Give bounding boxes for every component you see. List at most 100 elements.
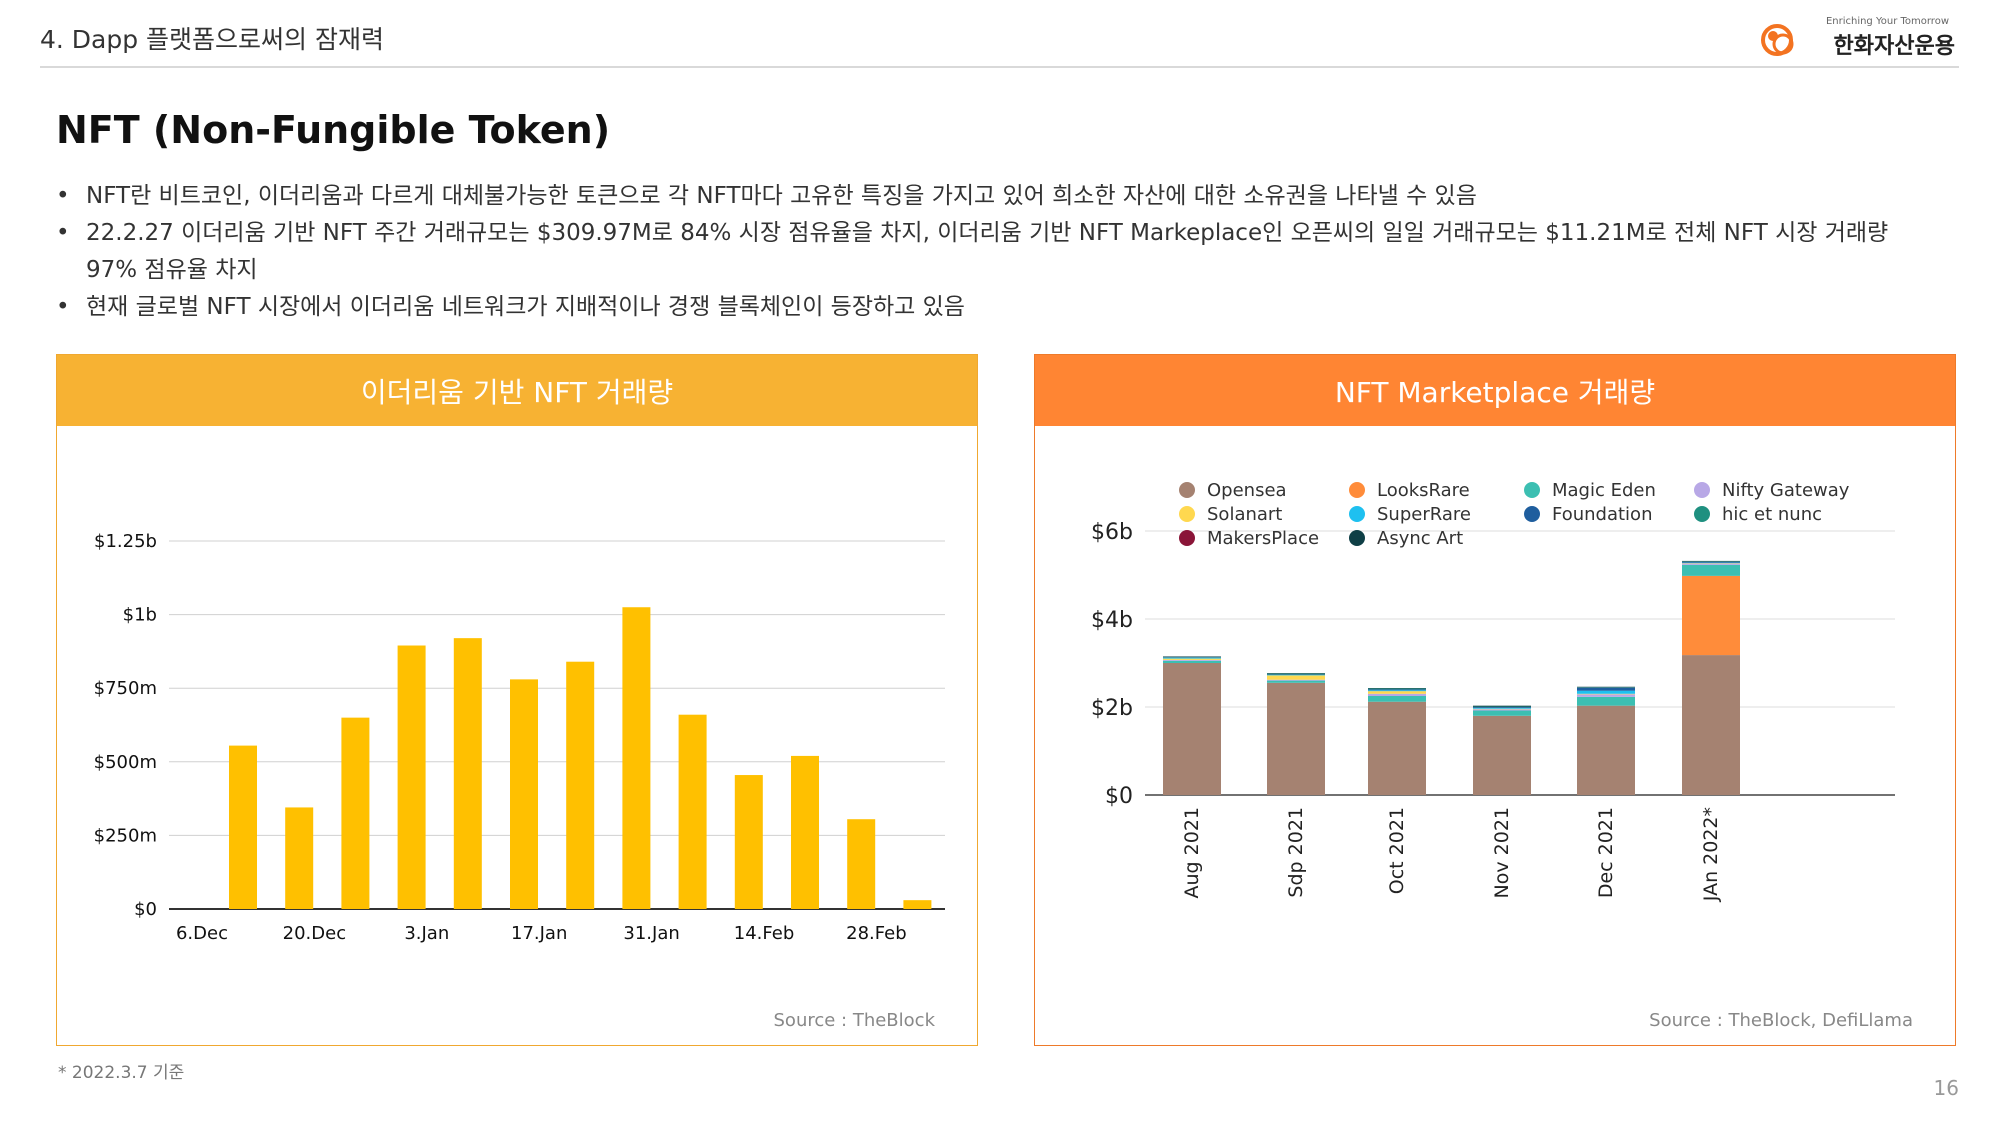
legend-item: Foundation: [1524, 503, 1694, 525]
bar-segment: [1682, 575, 1740, 656]
legend-label: Magic Eden: [1552, 479, 1656, 501]
y-tick-label: $4b: [1091, 608, 1133, 633]
bar-segment: [1577, 687, 1635, 688]
legend-label: Nifty Gateway: [1722, 479, 1850, 501]
legend-label: Foundation: [1552, 503, 1653, 525]
bar-segment: [1473, 707, 1531, 708]
chart-source: Source : TheBlock, DefiLlama: [1649, 1010, 1913, 1031]
legend-label: LooksRare: [1377, 479, 1470, 501]
panel-title: 이더리움 기반 NFT 거래량: [57, 355, 977, 426]
x-tick-label: 20.Dec: [283, 923, 346, 944]
legend-swatch: [1694, 506, 1710, 522]
nft-marketplace-volume-chart: $0 $2b $4b $6b Aug 2021 Sdp 2021 Oct 2021 Nov 2…: [1091, 520, 1895, 902]
bar-segment: [1473, 706, 1531, 708]
bar-segment: [1368, 701, 1426, 795]
legend-item: MakersPlace: [1179, 527, 1349, 549]
legend-item: Solanart: [1179, 503, 1349, 525]
legend-label: SuperRare: [1377, 503, 1471, 525]
legend-label: MakersPlace: [1207, 527, 1320, 549]
y-tick-label: $6b: [1091, 520, 1133, 545]
x-tick-label: Nov 2021: [1491, 807, 1513, 898]
bar-segment: [1163, 657, 1221, 659]
hanwha-logo-icon: [1761, 24, 1794, 56]
bar: [341, 717, 370, 909]
bar-segment: [1473, 707, 1531, 709]
bar: [285, 807, 314, 909]
footnote: * 2022.3.7 기준: [58, 1063, 185, 1083]
bar-segment: [1682, 561, 1740, 562]
bar: [453, 638, 482, 909]
panel-title: NFT Marketplace 거래량: [1035, 355, 1955, 426]
header-divider: [40, 66, 1959, 68]
bar-segment: [1368, 691, 1426, 694]
logo-name: 한화자산운용: [1833, 34, 1955, 59]
legend-item: Opensea: [1179, 479, 1349, 501]
bar-segment: [1577, 690, 1635, 694]
legend-label: hic et nunc: [1722, 503, 1823, 525]
legend-swatch: [1179, 506, 1195, 522]
eth-nft-volume-chart: $0 $250m $500m $750m $1b $1.25b 6.Dec 20.Dec 3.J…: [94, 531, 945, 944]
page-number: 16: [1933, 1076, 1959, 1100]
bar-segment: [1577, 694, 1635, 697]
nft-marketplace-volume-panel: NFT Marketplace 거래량 $0 $2b $4b $6b Aug 2021 S…: [1034, 354, 1956, 1046]
page-title: NFT (Non-Fungible Token): [56, 108, 611, 152]
y-tick-label: $0: [1105, 784, 1133, 809]
bar-segment: [1163, 659, 1221, 661]
bar-segment: [1577, 693, 1635, 695]
x-tick-label: 17.Jan: [511, 923, 567, 944]
eth-nft-volume-panel: 이더리움 기반 NFT 거래량 $0 $250m $500m $750m $1b $1.2…: [56, 354, 978, 1046]
bullet-item: 22.2.27 이더리움 기반 NFT 주간 거래규모는 $309.97M로 8…: [56, 215, 1936, 289]
bar-segment: [1473, 708, 1531, 710]
bar-segment: [1267, 680, 1325, 683]
bar-segment: [1577, 687, 1635, 691]
x-tick-label: Oct 2021: [1386, 807, 1408, 894]
x-tick-label: 6.Dec: [176, 923, 228, 944]
bar-segment: [1267, 673, 1325, 674]
legend-swatch: [1349, 482, 1365, 498]
y-tick-label: $750m: [94, 678, 157, 699]
bar-segment: [1368, 690, 1426, 692]
y-tick-label: $1.25b: [94, 531, 157, 552]
bar-segment: [1577, 686, 1635, 688]
bar-segment: [1682, 655, 1740, 795]
bar-segment: [1682, 563, 1740, 564]
legend-swatch: [1524, 482, 1540, 498]
bar: [229, 745, 257, 909]
bar: [847, 819, 876, 909]
bar: [397, 645, 426, 909]
bar: [903, 900, 932, 909]
bar-segment: [1267, 675, 1325, 680]
chart-legend: Opensea LooksRare Magic Eden Nifty Gateway S…: [1179, 479, 1909, 549]
legend-item: LooksRare: [1349, 479, 1524, 501]
bar-segment: [1682, 564, 1740, 576]
legend-swatch: [1349, 506, 1365, 522]
bullet-item: 현재 글로벌 NFT 시장에서 이더리움 네트워크가 지배적이나 경쟁 블록체인…: [56, 289, 1936, 326]
bar-segment: [1577, 696, 1635, 706]
x-tick-label: 3.Jan: [404, 923, 449, 944]
bar-segment: [1368, 688, 1426, 690]
legend-swatch: [1349, 530, 1365, 546]
y-tick-label: $0: [134, 899, 157, 920]
y-tick-label: $500m: [94, 752, 157, 773]
y-tick-label: $1b: [123, 605, 157, 626]
x-tick-label: JAn 2022*: [1700, 807, 1722, 902]
bar-segment: [1473, 709, 1531, 711]
legend-swatch: [1179, 482, 1195, 498]
bar-segment: [1368, 688, 1426, 689]
x-tick-label: Dec 2021: [1595, 807, 1617, 898]
section-title: 4. Dapp 플랫폼으로써의 잠재력: [40, 25, 385, 54]
bar-segment: [1682, 560, 1740, 562]
bar: [510, 679, 538, 909]
legend-item: Async Art: [1349, 527, 1524, 549]
bar-segment: [1682, 563, 1740, 565]
bar-segment: [1163, 657, 1221, 658]
chart-source: Source : TheBlock: [773, 1010, 936, 1031]
bar: [622, 607, 651, 909]
bar-segment: [1267, 674, 1325, 675]
legend-item: Nifty Gateway: [1694, 479, 1864, 501]
bar-segment: [1163, 656, 1221, 658]
bar: [791, 755, 819, 909]
bar: [566, 661, 595, 909]
y-tick-label: $250m: [94, 825, 157, 846]
legend-swatch: [1694, 482, 1710, 498]
